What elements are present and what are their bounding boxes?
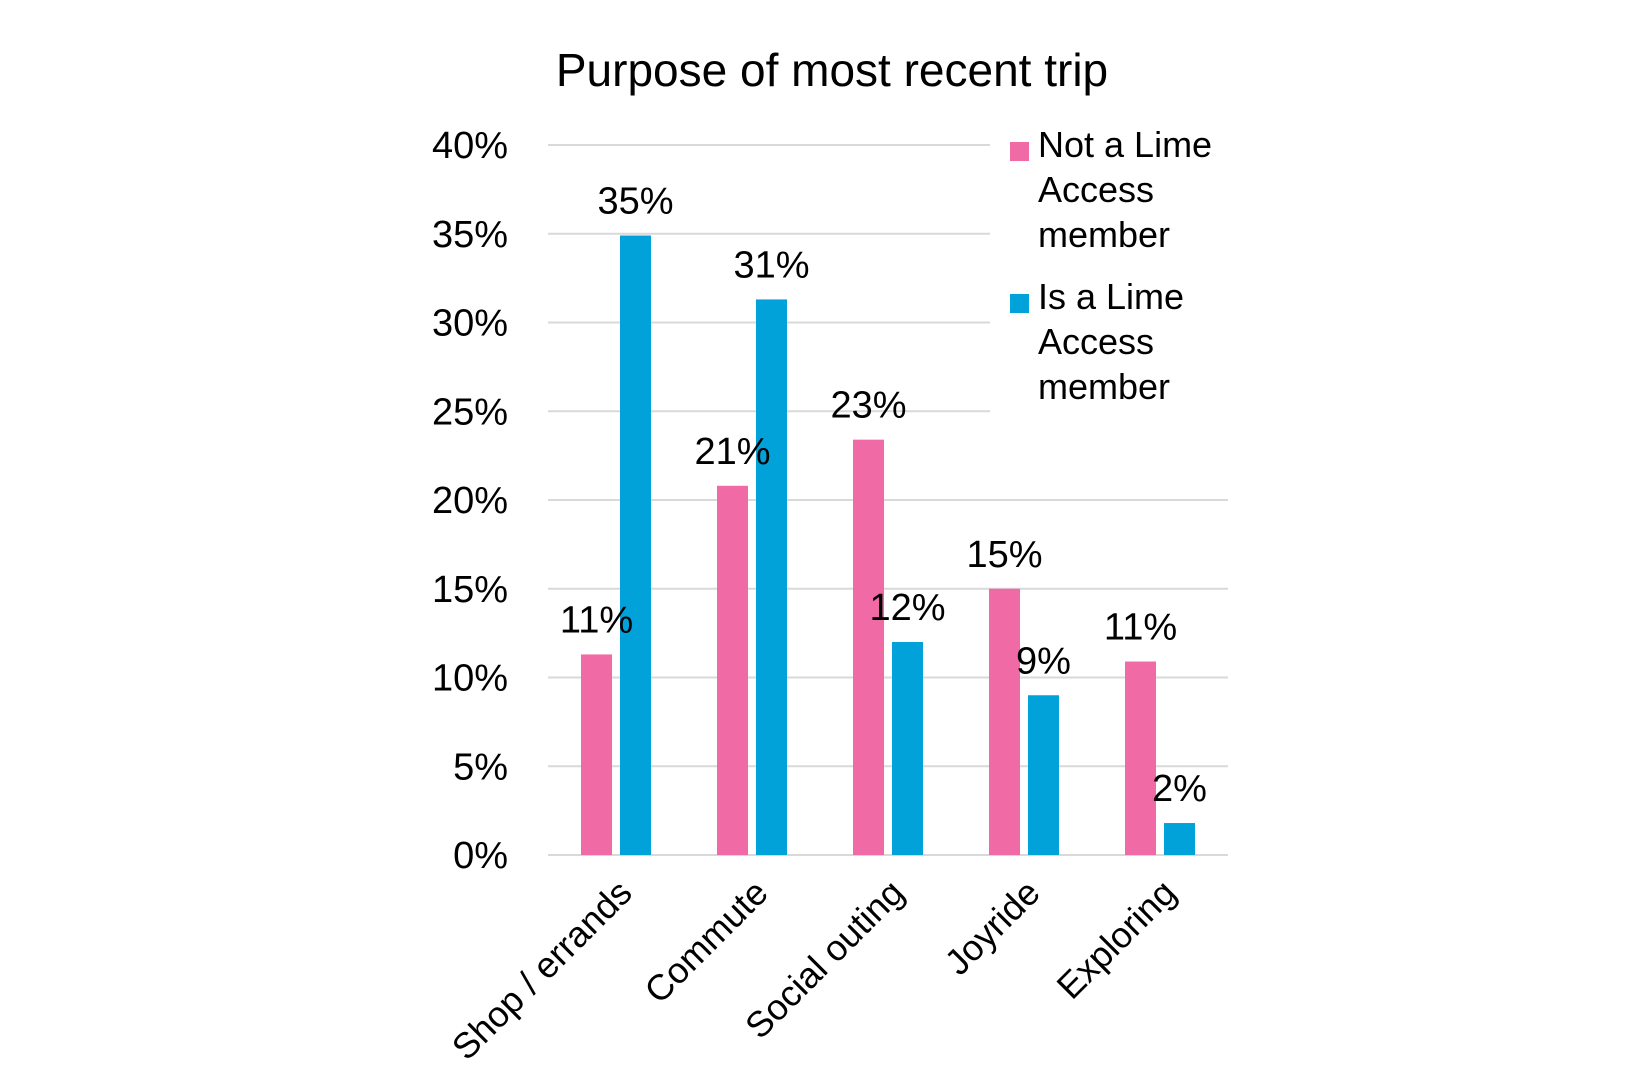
data-label-series2-4: 9%: [1016, 640, 1071, 682]
legend-line: Is a Lime: [1038, 276, 1184, 317]
legend-line: Not a Lime: [1038, 124, 1212, 165]
bar-series2-3: [892, 642, 923, 855]
bar-series2-4: [1028, 695, 1059, 855]
y-tick-label: 0%: [453, 835, 508, 877]
bar-series1-2: [717, 485, 748, 855]
bar-series2-1: [620, 235, 651, 855]
data-labels: 11% 35% 21% 31% 23% 12% 15% 9% 11% 2%: [560, 181, 1207, 811]
legend-swatch-1: [1010, 142, 1029, 161]
y-tick-label: 15%: [432, 569, 508, 611]
data-label-series1-5: 11%: [1104, 607, 1177, 649]
legend-label-2: Is a Lime Access member: [1038, 276, 1184, 407]
data-label-series2-3: 12%: [869, 587, 945, 629]
legend-line: member: [1038, 214, 1170, 255]
category-label: Joyride: [937, 872, 1048, 983]
category-label: Shop / errands: [444, 872, 640, 1068]
category-label: Commute: [636, 872, 775, 1011]
bars: [581, 235, 1195, 855]
y-tick-label: 20%: [432, 480, 508, 522]
y-tick-label: 40%: [432, 125, 508, 167]
category-label: Exploring: [1049, 872, 1184, 1007]
bar-series2-2: [756, 299, 787, 855]
bar-series1-1: [581, 654, 612, 855]
legend-line: Access: [1038, 169, 1154, 210]
chart-title: Purpose of most recent trip: [556, 44, 1108, 96]
y-tick-label: 25%: [432, 391, 508, 433]
data-label-series2-2: 31%: [733, 244, 809, 286]
legend-label-1: Not a Lime Access member: [1038, 124, 1212, 255]
y-axis-ticks: 0% 5% 10% 15% 20% 25% 30% 35% 40%: [432, 125, 508, 877]
bar-series2-5: [1164, 823, 1195, 855]
data-label-series1-1: 11%: [560, 599, 633, 641]
data-label-series1-3: 23%: [830, 385, 906, 427]
y-tick-label: 10%: [432, 658, 508, 700]
bar-series1-3: [853, 439, 884, 855]
y-tick-label: 35%: [432, 214, 508, 256]
bar-series1-4: [989, 588, 1020, 855]
data-label-series2-1: 35%: [597, 181, 673, 223]
bar-series1-5: [1125, 661, 1156, 855]
data-label-series2-5: 2%: [1152, 768, 1207, 810]
legend-line: member: [1038, 366, 1170, 407]
data-label-series1-2: 21%: [694, 431, 770, 473]
y-tick-label: 30%: [432, 303, 508, 345]
legend-line: Access: [1038, 321, 1154, 362]
data-label-series1-4: 15%: [966, 534, 1042, 576]
y-tick-label: 5%: [453, 746, 508, 788]
legend-swatch-2: [1010, 294, 1029, 313]
